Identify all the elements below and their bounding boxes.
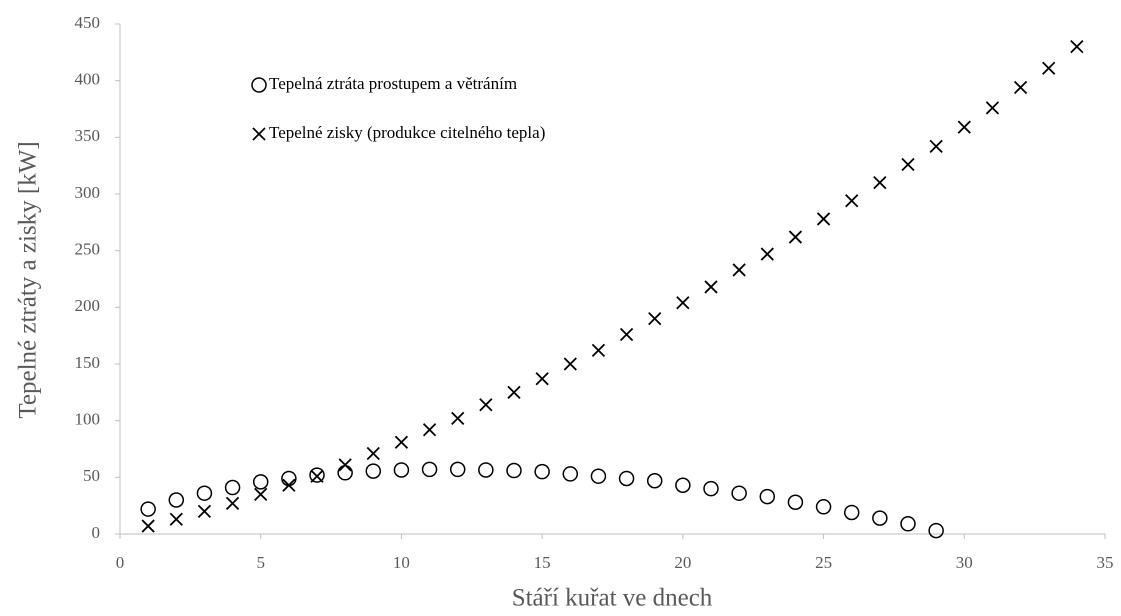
point <box>760 247 774 261</box>
legend-marker <box>252 127 266 141</box>
x-tick-label: 20 <box>674 553 691 572</box>
point <box>845 194 859 208</box>
point <box>421 461 438 478</box>
point <box>534 463 550 480</box>
point <box>196 485 213 501</box>
point <box>928 522 944 539</box>
point <box>618 470 635 487</box>
point <box>704 280 718 294</box>
x-axis-title: Stáří kuřat ve dnech <box>512 585 713 612</box>
point <box>507 385 521 399</box>
legend-label: Tepelné zisky (produkce citelného tepla) <box>269 123 545 142</box>
point <box>141 519 155 533</box>
y-axis-title: Tepelné ztráty a zisky [kW] <box>15 141 42 418</box>
point <box>254 487 268 501</box>
point <box>703 480 719 497</box>
point <box>1013 80 1028 95</box>
y-tick-label: 100 <box>75 410 101 429</box>
point <box>816 212 831 226</box>
point <box>788 230 803 244</box>
y-tick-label: 250 <box>75 240 101 259</box>
point <box>648 312 662 326</box>
point <box>590 468 607 484</box>
x-tick-label: 15 <box>534 553 551 572</box>
y-tick-label: 50 <box>83 466 100 485</box>
point <box>901 157 915 172</box>
point <box>225 496 240 511</box>
point <box>676 296 690 310</box>
point <box>562 466 579 482</box>
point <box>873 176 887 190</box>
point <box>422 423 437 437</box>
point <box>252 474 269 490</box>
point <box>535 372 549 386</box>
point <box>479 398 493 412</box>
point <box>478 462 494 478</box>
y-tick-label: 450 <box>75 13 101 32</box>
point <box>169 512 183 526</box>
point <box>563 357 577 371</box>
point <box>675 477 691 494</box>
point <box>787 494 804 511</box>
x-tick-label: 25 <box>815 553 832 572</box>
y-tick-label: 400 <box>75 70 101 89</box>
point <box>619 327 634 342</box>
point <box>843 504 860 521</box>
legend-marker <box>251 77 267 93</box>
point <box>394 435 409 449</box>
point <box>759 488 776 505</box>
point <box>1042 61 1056 75</box>
point <box>646 472 663 489</box>
point <box>393 462 410 478</box>
y-tick-label: 200 <box>75 296 101 315</box>
x-tick-label: 30 <box>956 553 973 572</box>
point <box>197 504 212 518</box>
y-tick-label: 150 <box>75 353 101 372</box>
legend-label: Tepelná ztráta prostupem a větráním <box>269 74 517 93</box>
point <box>366 446 380 461</box>
point <box>732 263 746 277</box>
point <box>957 120 971 134</box>
point <box>929 139 943 154</box>
y-tick-label: 0 <box>92 523 101 542</box>
y-tick-label: 300 <box>75 183 101 202</box>
point <box>815 499 832 515</box>
point <box>140 501 156 517</box>
point <box>985 101 1000 115</box>
point <box>365 463 382 479</box>
point <box>591 343 606 358</box>
point <box>309 467 325 483</box>
point <box>451 411 465 426</box>
x-tick-label: 10 <box>393 553 410 572</box>
x-tick-label: 35 <box>1097 553 1114 572</box>
x-tick-label: 0 <box>116 553 125 572</box>
point <box>449 461 466 478</box>
point <box>1070 40 1084 54</box>
point <box>224 479 241 496</box>
point <box>282 478 296 492</box>
point <box>731 485 747 501</box>
y-tick-label: 350 <box>75 126 101 145</box>
point <box>168 492 185 508</box>
point <box>872 510 888 526</box>
point <box>506 462 522 479</box>
point <box>337 465 353 481</box>
point <box>281 470 297 487</box>
x-tick-label: 5 <box>256 553 265 572</box>
point <box>310 469 324 483</box>
point <box>900 516 916 532</box>
point <box>338 458 352 472</box>
